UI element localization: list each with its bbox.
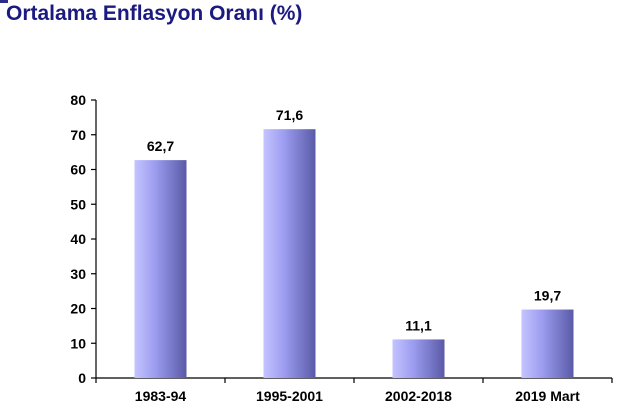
bar — [134, 160, 187, 378]
data-label: 71,6 — [276, 107, 303, 123]
title-corner-mark — [0, 0, 8, 3]
y-tick-label: 0 — [78, 370, 86, 386]
bar — [521, 309, 574, 378]
chart-title: Ortalama Enflasyon Oranı (%) — [6, 2, 303, 25]
data-label: 62,7 — [147, 138, 174, 154]
x-tick-label: 1995-2001 — [256, 388, 323, 404]
x-tick-label: 2002-2018 — [385, 388, 452, 404]
y-tick-label: 10 — [70, 335, 86, 351]
x-tick-label: 2019 Mart — [515, 388, 580, 404]
bar — [392, 339, 445, 378]
data-label: 19,7 — [534, 288, 561, 304]
data-label: 11,1 — [405, 317, 432, 333]
y-tick-label: 80 — [70, 92, 86, 108]
y-tick-label: 30 — [70, 266, 86, 282]
y-tick-label: 60 — [70, 162, 86, 178]
x-tick-label: 1983-94 — [135, 388, 187, 404]
y-tick-label: 70 — [70, 127, 86, 143]
y-tick-label: 40 — [70, 231, 86, 247]
labels: 0 10 20 30 40 50 60 70 80 62,7 1983-94 71,6 1995-200… — [70, 92, 580, 404]
y-tick-label: 50 — [70, 196, 86, 212]
bar — [263, 129, 316, 378]
bars — [134, 129, 574, 378]
y-tick-label: 20 — [70, 301, 86, 317]
